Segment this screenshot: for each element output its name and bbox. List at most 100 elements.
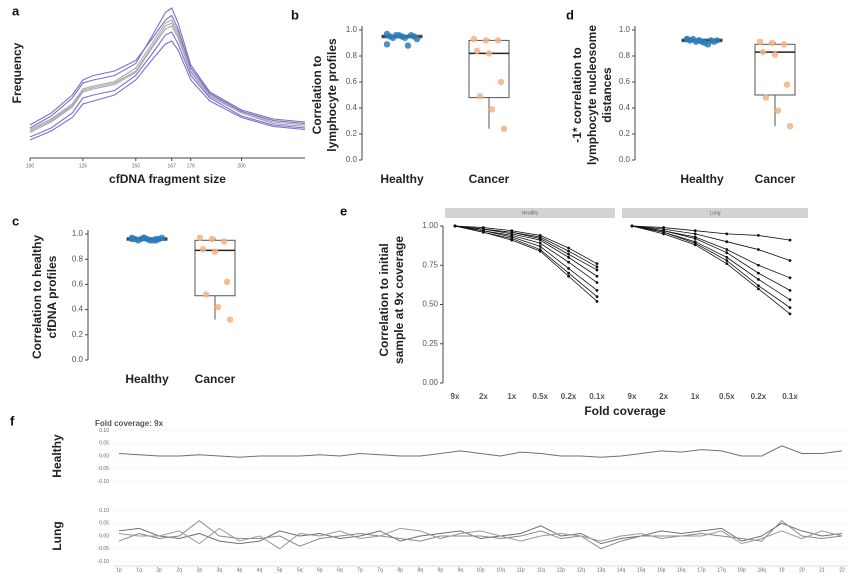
y-axis-label: Correlation to bbox=[310, 56, 324, 135]
x-tick-label: 11q bbox=[537, 567, 545, 573]
x-tick-label: 18p bbox=[737, 567, 746, 573]
y-tick-label: 0.00 bbox=[99, 533, 109, 539]
point bbox=[771, 51, 779, 58]
point bbox=[595, 268, 599, 272]
x-tick-label: 22 bbox=[839, 567, 845, 573]
x-tick-label: 13q bbox=[597, 567, 606, 573]
x-tick-label: 1p bbox=[116, 567, 122, 573]
x-tick-label: 0.5x bbox=[532, 392, 548, 401]
line bbox=[631, 225, 791, 301]
point bbox=[226, 316, 234, 323]
line bbox=[631, 225, 791, 241]
x-tick-label: Healthy bbox=[380, 172, 424, 186]
panel-label: d bbox=[566, 7, 574, 22]
x-tick-label: 2q bbox=[176, 567, 182, 573]
y-tick-label: -0.10 bbox=[98, 559, 110, 565]
line bbox=[29, 7, 306, 129]
y-tick-label: 0.8 bbox=[619, 51, 631, 60]
point bbox=[630, 224, 634, 228]
point bbox=[780, 41, 788, 48]
x-tick-label: 3q bbox=[217, 567, 223, 573]
point bbox=[538, 245, 542, 248]
x-axis-label: Fold coverage bbox=[584, 404, 666, 418]
y-tick-label: -0.10 bbox=[98, 479, 110, 485]
x-tick-label: 5q bbox=[297, 567, 303, 573]
x-tick-label: 10q bbox=[496, 567, 505, 573]
point bbox=[158, 234, 166, 241]
y-tick-label: 0.2 bbox=[72, 330, 84, 339]
facet-strip bbox=[445, 208, 615, 218]
point bbox=[788, 276, 792, 280]
point bbox=[453, 224, 457, 228]
y-tick-label: 0.10 bbox=[99, 428, 109, 434]
y-axis-label: Correlation to healthy bbox=[30, 235, 44, 359]
point bbox=[725, 259, 729, 262]
y-axis-label: sample at 9x coverage bbox=[392, 236, 406, 364]
point bbox=[413, 35, 421, 43]
line bbox=[454, 225, 598, 265]
point bbox=[725, 232, 729, 236]
point bbox=[595, 295, 599, 299]
x-tick-label: 1x bbox=[507, 392, 516, 401]
point bbox=[693, 229, 697, 233]
box bbox=[194, 239, 236, 297]
point bbox=[762, 94, 770, 101]
point bbox=[768, 39, 776, 47]
point bbox=[567, 260, 570, 264]
x-tick-label: 8q bbox=[417, 567, 423, 573]
y-axis-label: lymphocyte nucleosome bbox=[585, 25, 599, 165]
line bbox=[29, 25, 306, 133]
point bbox=[788, 298, 792, 302]
point bbox=[757, 277, 760, 281]
x-tick-label: 21 bbox=[819, 567, 825, 573]
x-tick-label: 100 bbox=[26, 163, 35, 169]
point bbox=[788, 312, 792, 316]
x-tick-label: 19 bbox=[779, 567, 785, 573]
y-tick-label: 0.10 bbox=[99, 508, 109, 514]
x-tick-label: Cancer bbox=[195, 372, 236, 386]
y-tick-label: 0.25 bbox=[422, 339, 438, 348]
x-tick-label: 20 bbox=[799, 567, 805, 573]
x-tick-label: 0.2x bbox=[751, 392, 767, 401]
x-tick-label: 7p bbox=[357, 567, 363, 573]
point bbox=[538, 241, 542, 245]
line bbox=[118, 527, 843, 550]
x-tick-label: 8p bbox=[397, 567, 403, 573]
point bbox=[788, 259, 792, 262]
point bbox=[567, 249, 570, 253]
point bbox=[567, 271, 570, 275]
point bbox=[725, 262, 729, 266]
facet-title: Healthy bbox=[522, 210, 539, 216]
point bbox=[725, 251, 729, 255]
point bbox=[713, 37, 721, 44]
subtitle: Fold coverage: 9x bbox=[95, 419, 164, 428]
x-tick-label: 16q bbox=[677, 567, 686, 573]
point bbox=[693, 237, 697, 240]
point bbox=[595, 265, 599, 269]
line bbox=[631, 225, 791, 261]
x-tick-label: Healthy bbox=[125, 372, 169, 386]
row-label: Healthy bbox=[50, 434, 64, 478]
point bbox=[140, 234, 148, 241]
point bbox=[473, 47, 481, 54]
y-tick-label: 0.8 bbox=[346, 51, 358, 60]
point bbox=[482, 37, 490, 44]
point bbox=[404, 42, 412, 49]
y-axis-label: cfDNA profiles bbox=[45, 255, 59, 338]
point bbox=[488, 106, 496, 113]
point bbox=[494, 37, 502, 44]
y-tick-label: -0.05 bbox=[98, 546, 110, 552]
y-tick-label: 0.00 bbox=[422, 378, 438, 387]
x-tick-label: 1q bbox=[136, 567, 142, 573]
x-tick-label: 6p bbox=[317, 567, 323, 573]
x-tick-label: Healthy bbox=[680, 172, 724, 186]
panel-label: e bbox=[340, 203, 347, 218]
point bbox=[567, 246, 570, 250]
x-tick-label: 9p bbox=[438, 567, 444, 573]
x-tick-label: 0.1x bbox=[589, 392, 605, 401]
panel-label: c bbox=[12, 213, 19, 228]
point bbox=[383, 41, 391, 48]
x-tick-label: 4q bbox=[257, 567, 263, 573]
panel-label: f bbox=[10, 413, 15, 428]
